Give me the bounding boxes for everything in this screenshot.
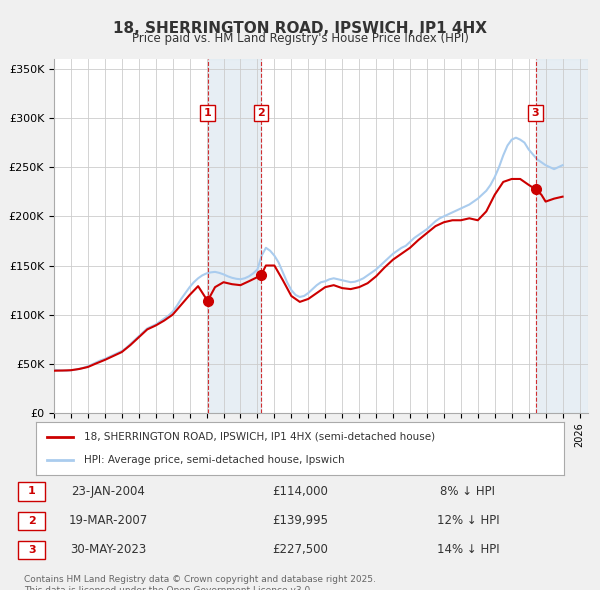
Bar xyxy=(208,59,261,413)
Text: 8% ↓ HPI: 8% ↓ HPI xyxy=(440,485,496,498)
Text: 12% ↓ HPI: 12% ↓ HPI xyxy=(437,514,499,527)
FancyBboxPatch shape xyxy=(18,541,45,559)
Text: 3: 3 xyxy=(28,545,35,555)
Text: 30-MAY-2023: 30-MAY-2023 xyxy=(70,543,146,556)
Text: 1: 1 xyxy=(204,108,211,118)
Text: Price paid vs. HM Land Registry's House Price Index (HPI): Price paid vs. HM Land Registry's House … xyxy=(131,32,469,45)
Text: 14% ↓ HPI: 14% ↓ HPI xyxy=(437,543,499,556)
Text: 18, SHERRINGTON ROAD, IPSWICH, IP1 4HX (semi-detached house): 18, SHERRINGTON ROAD, IPSWICH, IP1 4HX (… xyxy=(83,432,434,442)
Text: 23-JAN-2004: 23-JAN-2004 xyxy=(71,485,145,498)
Text: 19-MAR-2007: 19-MAR-2007 xyxy=(68,514,148,527)
Text: £227,500: £227,500 xyxy=(272,543,328,556)
Text: 3: 3 xyxy=(532,108,539,118)
Text: 18, SHERRINGTON ROAD, IPSWICH, IP1 4HX: 18, SHERRINGTON ROAD, IPSWICH, IP1 4HX xyxy=(113,21,487,35)
Text: HPI: Average price, semi-detached house, Ipswich: HPI: Average price, semi-detached house,… xyxy=(83,455,344,465)
FancyBboxPatch shape xyxy=(18,482,45,500)
Text: 1: 1 xyxy=(28,486,35,496)
Text: 2: 2 xyxy=(257,108,265,118)
Text: £139,995: £139,995 xyxy=(272,514,328,527)
Bar xyxy=(536,59,588,413)
Text: £114,000: £114,000 xyxy=(272,485,328,498)
Text: Contains HM Land Registry data © Crown copyright and database right 2025.
This d: Contains HM Land Registry data © Crown c… xyxy=(24,575,376,590)
FancyBboxPatch shape xyxy=(18,512,45,530)
Text: 2: 2 xyxy=(28,516,35,526)
